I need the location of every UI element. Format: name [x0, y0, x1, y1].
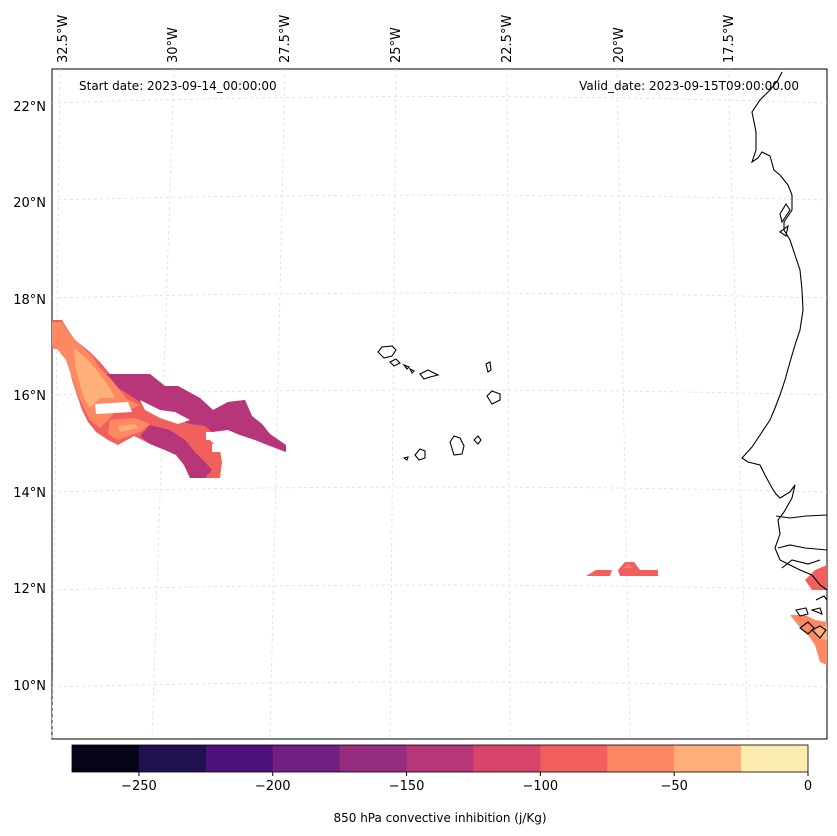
- lat-label: 10°N: [13, 679, 46, 694]
- colorbar-swatch: [607, 745, 675, 772]
- lat-label: 14°N: [13, 486, 46, 501]
- colorbar-swatch: [272, 745, 341, 772]
- lon-label: 25°W: [389, 27, 404, 63]
- colorbar-tick-label: −100: [523, 779, 559, 794]
- colorbar-tick-label: −150: [389, 779, 425, 794]
- start-date-label: Start date: 2023-09-14_00:00:00: [79, 79, 277, 93]
- colorbar-swatch: [205, 745, 274, 772]
- colorbar-swatch: [741, 745, 809, 772]
- lon-label: 20°W: [612, 27, 627, 63]
- lat-label: 18°N: [13, 293, 46, 308]
- colorbar-swatch: [674, 745, 742, 772]
- lon-label: 27.5°W: [278, 15, 293, 63]
- lon-label: 22.5°W: [500, 15, 515, 63]
- lat-label: 16°N: [13, 389, 46, 404]
- colorbar-frame: [71, 744, 809, 773]
- colorbar-swatch: [473, 745, 541, 772]
- colorbar-swatch: [72, 745, 140, 772]
- lon-label: 17.5°W: [722, 15, 737, 63]
- lat-label: 12°N: [13, 582, 46, 597]
- colorbar-swatch: [406, 745, 474, 772]
- latitude-labels: 22°N 20°N 18°N 16°N 14°N 12°N 10°N: [13, 100, 46, 694]
- colorbar-tick-label: −50: [660, 779, 687, 794]
- colorbar-swatch: [339, 745, 408, 772]
- colorbar-title: 850 hPa convective inhibition (j/Kg): [333, 811, 546, 825]
- africa-coastline: [741, 71, 828, 639]
- cin-region-west: [52, 320, 286, 478]
- lat-label: 22°N: [13, 100, 46, 115]
- colorbar-swatch: [540, 745, 608, 772]
- colorbar-tick-label: −200: [255, 779, 291, 794]
- colorbar-tick-label: −250: [121, 779, 157, 794]
- lat-label: 20°N: [13, 196, 46, 211]
- cin-region-south: [586, 562, 658, 576]
- colorbar-tick-label: 0: [804, 779, 812, 794]
- longitude-labels: 32.5°W 30°W 27.5°W 25°W 22.5°W 20°W 17.5…: [56, 15, 737, 63]
- colorbar: −250 −200 −150 −100 −50 0 850 hPa convective …: [71, 744, 812, 825]
- valid-date-label: Valid_date: 2023-09-15T09:00:00.00: [579, 79, 799, 93]
- lon-label: 32.5°W: [56, 15, 71, 63]
- lon-label: 30°W: [166, 27, 181, 63]
- colorbar-swatch: [138, 745, 207, 772]
- cape-verde-islands: [377, 345, 501, 461]
